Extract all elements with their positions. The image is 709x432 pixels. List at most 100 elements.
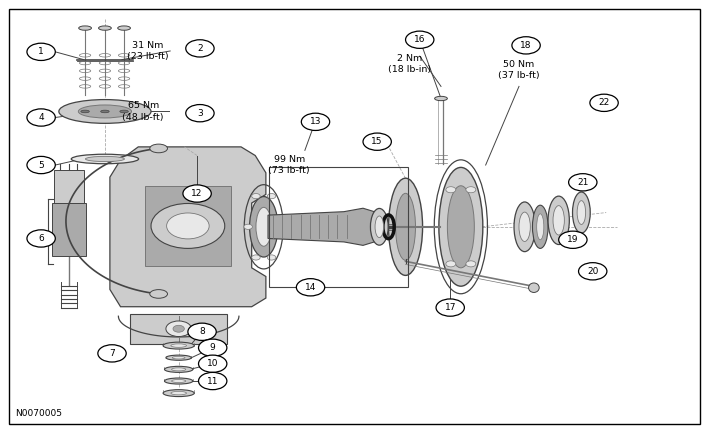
Circle shape [199,339,227,356]
Text: 21: 21 [577,178,588,187]
Ellipse shape [163,390,194,397]
Text: 2: 2 [197,44,203,53]
Ellipse shape [389,178,423,276]
Circle shape [301,113,330,130]
Ellipse shape [396,194,415,260]
PathPatch shape [268,208,376,245]
Text: 50 Nm
(37 lb-ft): 50 Nm (37 lb-ft) [498,60,540,80]
Ellipse shape [79,26,91,30]
FancyBboxPatch shape [54,170,84,204]
Text: 3: 3 [197,109,203,118]
Ellipse shape [118,26,130,30]
Circle shape [199,372,227,390]
Ellipse shape [573,192,590,233]
Circle shape [466,261,476,267]
Ellipse shape [81,110,89,113]
Ellipse shape [101,110,109,113]
Text: 10: 10 [207,359,218,368]
Circle shape [27,109,55,126]
Ellipse shape [256,207,272,246]
Ellipse shape [172,368,186,371]
Ellipse shape [435,96,447,101]
Circle shape [151,203,225,248]
Text: 31 Nm
(23 lb-ft): 31 Nm (23 lb-ft) [127,41,168,61]
Circle shape [446,261,456,267]
Text: 18: 18 [520,41,532,50]
Circle shape [188,323,216,340]
Text: 65 Nm
(48 lb-ft): 65 Nm (48 lb-ft) [123,101,164,122]
Ellipse shape [171,391,186,395]
Ellipse shape [553,206,564,235]
Ellipse shape [171,344,186,347]
Ellipse shape [519,212,530,241]
Ellipse shape [150,144,167,153]
Ellipse shape [577,200,586,225]
Ellipse shape [439,167,483,286]
Text: 13: 13 [310,118,321,126]
Ellipse shape [120,110,128,113]
Text: 6: 6 [38,234,44,243]
Circle shape [244,224,252,229]
Text: N0070005: N0070005 [16,409,62,418]
Circle shape [186,40,214,57]
Text: 12: 12 [191,189,203,198]
Circle shape [406,31,434,48]
Text: 11: 11 [207,377,218,385]
Circle shape [590,94,618,111]
Ellipse shape [172,356,185,359]
Text: 14: 14 [305,283,316,292]
Ellipse shape [99,26,111,30]
Text: 19: 19 [567,235,579,244]
Ellipse shape [532,205,548,248]
Ellipse shape [164,378,193,384]
Ellipse shape [514,202,535,251]
FancyBboxPatch shape [145,186,231,266]
FancyBboxPatch shape [130,314,227,344]
Ellipse shape [375,216,384,238]
Text: 17: 17 [445,303,456,312]
Circle shape [579,263,607,280]
Circle shape [27,230,55,247]
Circle shape [252,255,260,260]
PathPatch shape [110,147,266,307]
Ellipse shape [59,100,151,124]
Ellipse shape [164,366,193,372]
Circle shape [183,185,211,202]
Ellipse shape [548,196,569,245]
Ellipse shape [78,105,132,118]
Ellipse shape [172,380,186,383]
Ellipse shape [150,289,167,298]
Bar [269,167,408,287]
Circle shape [27,43,55,60]
Circle shape [252,194,260,199]
Ellipse shape [163,342,194,349]
Text: 9: 9 [210,343,216,352]
Text: 22: 22 [598,98,610,107]
Circle shape [173,325,184,332]
Circle shape [167,213,209,239]
Circle shape [559,231,587,248]
Text: 99 Nm
(73 lb-ft): 99 Nm (73 lb-ft) [269,155,310,175]
FancyBboxPatch shape [52,203,86,256]
Text: 16: 16 [414,35,425,44]
Circle shape [436,299,464,316]
Text: 1: 1 [38,48,44,56]
Ellipse shape [528,283,539,292]
Circle shape [446,187,456,193]
Ellipse shape [250,197,278,257]
Ellipse shape [370,209,389,245]
Text: 5: 5 [38,161,44,169]
Circle shape [267,255,276,260]
Circle shape [199,355,227,372]
Circle shape [512,37,540,54]
Text: 8: 8 [199,327,205,336]
Circle shape [363,133,391,150]
Circle shape [186,105,214,122]
Circle shape [466,187,476,193]
Ellipse shape [71,154,139,164]
Text: 15: 15 [372,137,383,146]
Circle shape [166,321,191,337]
Ellipse shape [537,214,544,240]
Ellipse shape [447,186,474,268]
Circle shape [27,156,55,174]
